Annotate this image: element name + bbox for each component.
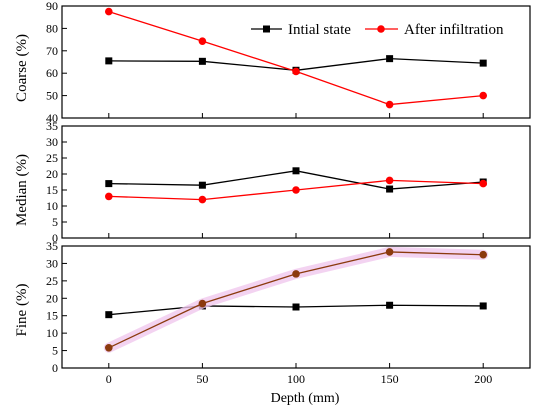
- y-tick-label: 30: [46, 256, 58, 270]
- legend-marker-circle: [377, 25, 385, 33]
- data-point-square: [198, 57, 206, 65]
- data-point-circle: [105, 7, 113, 16]
- y-tick-label: 50: [46, 89, 58, 103]
- y-tick-label: 20: [46, 291, 58, 305]
- y-tick-label: 60: [46, 66, 58, 80]
- data-point-square: [386, 55, 394, 63]
- data-point-circle: [292, 270, 300, 278]
- y-tick-label: 35: [46, 239, 58, 253]
- y-tick-label: 0: [52, 361, 58, 375]
- data-point-circle: [292, 67, 300, 76]
- data-point-square: [198, 181, 206, 189]
- y-tick-label: 15: [46, 183, 58, 197]
- y-tick-label: 35: [46, 119, 58, 133]
- data-point-circle: [385, 248, 394, 256]
- x-tick-label: 200: [474, 372, 492, 386]
- data-point-square: [292, 167, 300, 175]
- y-tick-label: 10: [46, 199, 58, 213]
- data-point-circle: [385, 176, 394, 185]
- plot-frame: [61, 125, 531, 239]
- y-axis-title: Coarse (%): [14, 34, 30, 102]
- data-point-circle: [479, 179, 488, 188]
- y-tick-label: 15: [46, 309, 58, 323]
- y-tick-label: 25: [46, 274, 58, 288]
- y-tick-label: 5: [52, 344, 58, 358]
- legend-label: Intial state: [288, 22, 351, 38]
- y-axis-title: Fine (%): [14, 284, 30, 337]
- data-point-circle: [198, 195, 207, 204]
- panel-0: 40 50 60 70 80 90 Coarse (%) Intial state After …: [14, 0, 531, 125]
- data-point-square: [479, 59, 487, 67]
- data-point-square: [479, 302, 487, 310]
- x-tick-label: 100: [287, 372, 305, 386]
- data-point-square: [105, 180, 113, 188]
- data-point-circle: [292, 186, 300, 194]
- series-highlight: [103, 246, 489, 353]
- y-axis-title: Median (%): [14, 154, 30, 226]
- data-point-circle: [479, 91, 488, 100]
- y-tick-label: 25: [46, 151, 58, 165]
- y-tick-label: 80: [46, 21, 58, 35]
- legend: Intial state After infiltration: [251, 22, 504, 38]
- series-line: [108, 251, 484, 349]
- x-tick-label: 150: [381, 372, 399, 386]
- panel-2: 0 5 10 15 20 25 30 35 0 50 100 150 200 Fine (%): [14, 239, 531, 386]
- x-tick-label: 0: [106, 372, 112, 386]
- data-point-square: [105, 57, 113, 65]
- data-point-square: [105, 311, 113, 319]
- x-axis-title: Depth (mm): [271, 391, 340, 406]
- legend-marker-square: [263, 25, 270, 33]
- data-point-circle: [105, 343, 113, 352]
- data-point-circle: [105, 192, 113, 201]
- data-point-square: [386, 185, 394, 193]
- y-tick-label: 70: [46, 44, 58, 58]
- y-tick-label: 20: [46, 167, 58, 181]
- y-tick-label: 40: [46, 111, 58, 125]
- data-point-circle: [479, 250, 488, 259]
- y-tick-label: 0: [52, 231, 58, 245]
- data-point-circle: [385, 100, 394, 109]
- panel-1: 0 5 10 15 20 25 30 35 Median (%): [14, 119, 531, 245]
- data-point-square: [386, 301, 394, 309]
- legend-label: After infiltration: [404, 22, 504, 38]
- y-tick-label: 30: [46, 135, 58, 149]
- data-point-circle: [198, 37, 207, 45]
- data-point-circle: [198, 299, 207, 308]
- x-tick-label: 50: [196, 372, 208, 386]
- y-tick-label: 5: [52, 215, 58, 229]
- y-tick-label: 10: [46, 326, 58, 340]
- y-tick-label: 90: [46, 0, 58, 13]
- data-point-square: [292, 303, 300, 311]
